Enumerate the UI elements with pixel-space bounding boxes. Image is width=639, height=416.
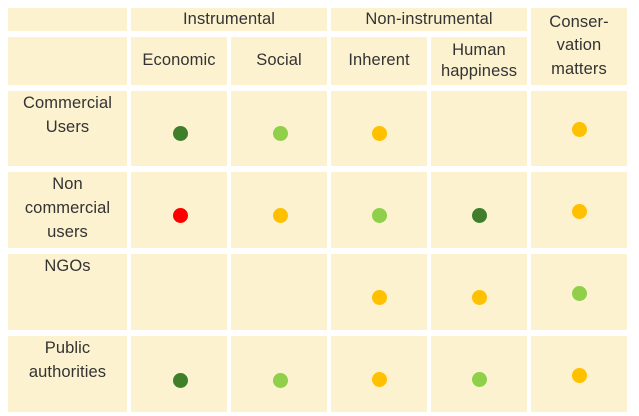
column-header-economic: Economic xyxy=(131,37,227,85)
cell-public-authorities-3 xyxy=(331,336,427,412)
cell-non-commercial-users-5 xyxy=(531,172,627,248)
corner-bottom-cell xyxy=(8,37,127,85)
cell-non-commercial-users-4 xyxy=(431,172,527,248)
cell-non-commercial-users-2 xyxy=(231,172,327,248)
cell-commercial-users-5 xyxy=(531,91,627,166)
group-header-conservation-matters-label: Conser- vation matters xyxy=(549,13,609,78)
row-header-commercial-users-label: Commercial Users xyxy=(22,94,112,136)
cell-public-authorities-1 xyxy=(131,336,227,412)
cell-commercial-users-1 xyxy=(131,91,227,166)
cell-commercial-users-4 xyxy=(431,91,527,166)
cell-public-authorities-4 xyxy=(431,336,527,412)
cell-public-authorities-2 xyxy=(231,336,327,412)
column-header-human-happiness: Human happiness xyxy=(431,37,527,85)
row-header-ngos: NGOs xyxy=(8,254,127,330)
row-header-public-authorities-label: Public authorities xyxy=(28,339,107,381)
cell-ngos-4 xyxy=(431,254,527,330)
row-header-ngos-label: NGOs xyxy=(44,257,91,275)
group-header-instrumental: Instrumental xyxy=(131,8,327,31)
cell-non-commercial-users-3 xyxy=(331,172,427,248)
column-header-economic-label: Economic xyxy=(142,51,216,70)
group-header-non-instrumental: Non-instrumental xyxy=(331,8,527,31)
cell-non-commercial-users-1 xyxy=(131,172,227,248)
cell-commercial-users-2 xyxy=(231,91,327,166)
column-header-inherent: Inherent xyxy=(331,37,427,85)
column-header-social-label: Social xyxy=(256,51,302,70)
row-header-public-authorities: Public authorities xyxy=(8,336,127,412)
cell-public-authorities-5 xyxy=(531,336,627,412)
cell-ngos-2 xyxy=(231,254,327,330)
row-header-commercial-users: Commercial Users xyxy=(8,91,127,166)
cell-ngos-1 xyxy=(131,254,227,330)
column-header-inherent-label: Inherent xyxy=(348,51,410,70)
cell-ngos-5 xyxy=(531,254,627,330)
cell-commercial-users-3 xyxy=(331,91,427,166)
group-header-instrumental-label: Instrumental xyxy=(183,9,275,28)
row-header-non-commercial-users: Non commercial users xyxy=(8,172,127,248)
column-header-human-happiness-label: Human happiness xyxy=(440,40,518,80)
group-header-non-instrumental-label: Non-instrumental xyxy=(365,9,493,28)
corner-top-cell xyxy=(8,8,127,31)
column-header-social: Social xyxy=(231,37,327,85)
row-header-non-commercial-users-label: Non commercial users xyxy=(24,175,111,241)
cell-ngos-3 xyxy=(331,254,427,330)
group-header-conservation-matters: Conser- vation matters xyxy=(531,8,627,85)
